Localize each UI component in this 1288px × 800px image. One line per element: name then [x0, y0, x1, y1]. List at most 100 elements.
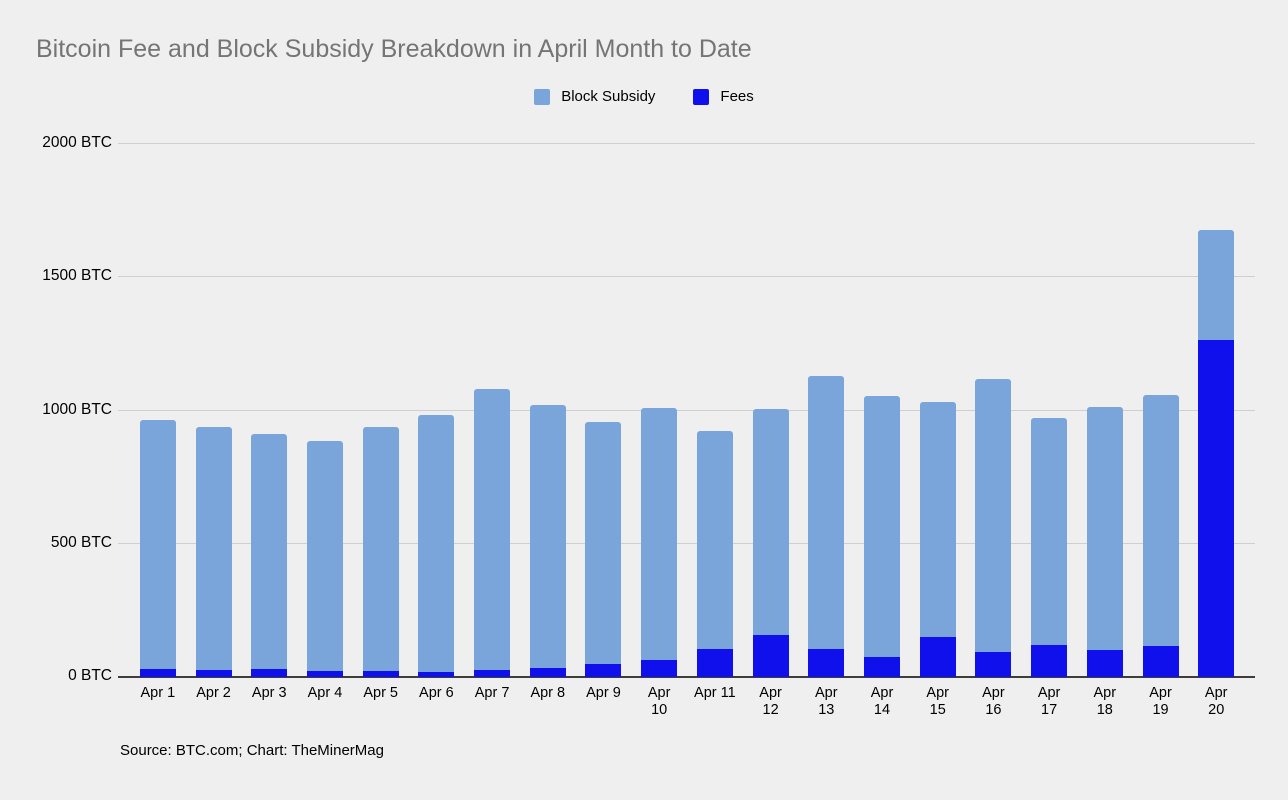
bar-segment-fees — [808, 649, 845, 677]
bar-stack — [1086, 407, 1123, 677]
bar-stack — [306, 441, 343, 677]
bar-stack — [696, 430, 733, 677]
bar-segment-fees — [752, 634, 789, 677]
bar-segment-block-subsidy — [251, 433, 288, 670]
gridline-2000 — [118, 143, 1255, 144]
bar-group-apr-9 — [576, 143, 632, 677]
bar-segment-block-subsidy — [808, 376, 845, 650]
bar-group-apr-7 — [464, 143, 520, 677]
bar-segment-block-subsidy — [752, 408, 789, 635]
x-tick-label-apr-9: Apr 9 — [586, 685, 621, 701]
bar-segment-block-subsidy — [975, 378, 1012, 653]
fees-swatch-icon — [693, 88, 710, 105]
x-tick-label-apr-11: Apr 11 — [694, 685, 736, 701]
x-tick-label-apr-15: Apr 15 — [926, 685, 949, 718]
bar-segment-fees — [362, 670, 399, 677]
bar-stack — [863, 396, 900, 677]
legend-item-block-subsidy: Block Subsidy — [534, 88, 655, 105]
bar-stack — [1031, 417, 1068, 677]
bar-segment-fees — [919, 637, 956, 677]
bar-group-apr-2 — [186, 143, 242, 677]
x-axis-labels: Apr 1 Apr 2 Apr 3 Apr 4 Apr 5 Apr 6 Apr 7 Apr 8… — [130, 685, 1244, 718]
x-tick-label-apr-6: Apr 6 — [419, 685, 454, 701]
x-tick-label-apr-20: Apr 20 — [1204, 685, 1228, 718]
gridline-1000 — [118, 410, 1255, 411]
bar-segment-block-subsidy — [919, 402, 956, 638]
bar-segment-fees — [1031, 645, 1068, 677]
bar-group-apr-6 — [409, 143, 465, 677]
x-tick-label-apr-3: Apr 3 — [251, 685, 287, 701]
bar-stack — [1142, 394, 1179, 677]
bar-stack — [641, 407, 678, 677]
legend-label-block-subsidy: Block Subsidy — [561, 88, 656, 105]
gridline-1500 — [118, 276, 1255, 277]
bar-group-apr-3 — [241, 143, 297, 677]
bar-stack — [752, 408, 789, 677]
bar-group-apr-11 — [687, 143, 743, 677]
bar-segment-fees — [306, 670, 343, 677]
bar-stack — [808, 376, 845, 677]
bar-segment-block-subsidy — [362, 426, 399, 671]
bar-stack — [919, 402, 956, 677]
bar-segment-block-subsidy — [863, 396, 900, 658]
bar-stack — [975, 378, 1012, 677]
bar-segment-block-subsidy — [641, 407, 678, 660]
bar-segment-block-subsidy — [139, 420, 176, 670]
bars-area — [130, 143, 1244, 677]
bar-stack — [139, 420, 176, 677]
bar-stack — [585, 421, 622, 677]
bar-group-apr-10 — [631, 143, 687, 677]
bar-segment-block-subsidy — [1086, 407, 1123, 650]
x-tick-label-apr-8: Apr 8 — [530, 685, 566, 701]
bar-segment-fees — [641, 659, 678, 677]
x-tick-label-apr-16: Apr 16 — [982, 685, 1005, 718]
bar-segment-block-subsidy — [1031, 417, 1068, 646]
bar-stack — [529, 405, 566, 677]
bar-group-apr-20 — [1188, 143, 1244, 677]
bar-segment-fees — [696, 649, 733, 677]
x-tick-label-apr-12: Apr 12 — [759, 685, 782, 718]
x-axis-line — [118, 676, 1255, 678]
x-tick-label-apr-5: Apr 5 — [363, 685, 398, 701]
bar-segment-fees — [474, 670, 511, 677]
bar-group-apr-19 — [1133, 143, 1189, 677]
bar-segment-fees — [863, 657, 900, 677]
bar-group-apr-8 — [520, 143, 576, 677]
bar-segment-fees — [585, 663, 622, 677]
bar-group-apr-13 — [798, 143, 854, 677]
bar-group-apr-14 — [854, 143, 910, 677]
bar-stack — [474, 389, 511, 677]
bar-stack — [195, 426, 232, 677]
bar-group-apr-5 — [353, 143, 409, 677]
bar-stack — [1198, 230, 1235, 677]
x-tick-label-apr-19: Apr 19 — [1149, 685, 1172, 718]
bar-segment-block-subsidy — [696, 430, 733, 650]
bar-stack — [418, 414, 455, 677]
x-tick-label-apr-4: Apr 4 — [307, 685, 343, 701]
bar-group-apr-12 — [743, 143, 799, 677]
x-tick-label-apr-2: Apr 2 — [196, 685, 231, 701]
gridline-500 — [118, 543, 1255, 544]
bar-segment-fees — [195, 670, 232, 677]
bar-group-apr-17 — [1021, 143, 1077, 677]
x-tick-label-apr-14: Apr 14 — [870, 685, 894, 718]
bar-segment-fees — [1086, 649, 1123, 677]
bar-segment-fees — [139, 669, 176, 677]
bar-segment-block-subsidy — [1142, 394, 1179, 647]
x-tick-label-apr-10: Apr 10 — [647, 685, 671, 718]
bar-segment-block-subsidy — [529, 405, 566, 668]
bar-segment-block-subsidy — [1198, 230, 1235, 341]
bar-group-apr-16 — [966, 143, 1022, 677]
y-axis-label-0: 0 BTC — [68, 667, 112, 684]
x-tick-label-apr-1: Apr 1 — [140, 685, 176, 701]
x-tick-label-apr-18: Apr 18 — [1093, 685, 1117, 718]
block-subsidy-swatch-icon — [534, 88, 551, 105]
bar-segment-fees — [1142, 646, 1179, 677]
bar-segment-block-subsidy — [585, 421, 622, 664]
chart-title: Bitcoin Fee and Block Subsidy Breakdown … — [36, 35, 752, 63]
bar-segment-fees — [418, 671, 455, 677]
bar-segment-block-subsidy — [306, 441, 343, 671]
bar-segment-fees — [529, 667, 566, 677]
legend: Block Subsidy Fees — [0, 88, 1288, 105]
